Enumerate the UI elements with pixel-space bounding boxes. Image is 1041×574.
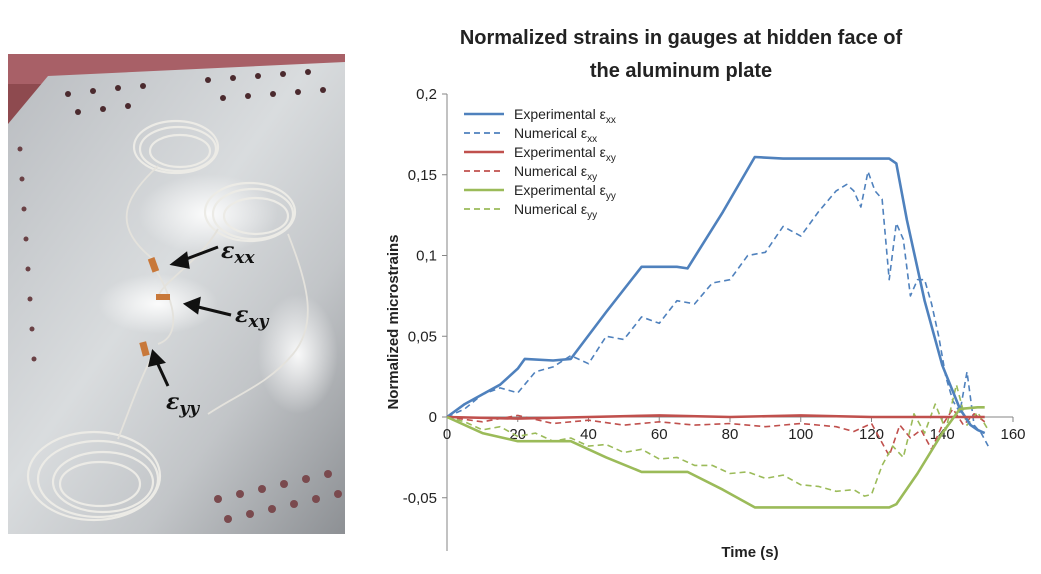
pointer-arrows — [147, 245, 232, 387]
x-tick-label: 40 — [580, 426, 597, 443]
series-line-3 — [446, 408, 986, 457]
wire-coils — [26, 119, 297, 522]
chart-series-layer — [446, 155, 989, 509]
legend-entry: Experimental εxx — [514, 106, 616, 126]
plate-holes-top — [65, 69, 326, 115]
chart-axes: -0,1-0,0500,050,10,150,20204060801001201… — [403, 86, 1026, 574]
y-tick-label: 0,1 — [416, 248, 437, 265]
y-axis-label: Normalized microstrains — [385, 234, 402, 409]
x-tick-label: 120 — [859, 426, 884, 443]
plate-holes-bottom — [214, 470, 342, 523]
legend-entry: Experimental εyy — [514, 182, 616, 202]
y-tick-label: -0,05 — [403, 490, 437, 507]
gauge-markers — [139, 257, 170, 357]
x-tick-label: 0 — [443, 426, 451, 443]
y-tick-label: 0,05 — [408, 328, 437, 345]
series-line-2 — [446, 414, 985, 420]
chart-title-line-2: the aluminum plate — [590, 60, 772, 82]
strain-line-chart: Normalized strains in gauges at hidden f… — [385, 27, 1026, 574]
label-epsilon-xx: εxx — [221, 238, 256, 268]
legend-entry: Numerical εyy — [514, 201, 597, 221]
legend-entry: Experimental εxy — [514, 144, 616, 164]
aluminum-plate-photo-illustration: εxx εxy εyy — [8, 54, 345, 534]
series-line-0 — [446, 155, 986, 435]
y-tick-label: 0,15 — [408, 167, 437, 184]
label-epsilon-yy: εyy — [166, 389, 200, 419]
x-tick-label: 100 — [788, 426, 813, 443]
legend-entry: Numerical εxx — [514, 125, 597, 145]
chart-title-line-1: Normalized strains in gauges at hidden f… — [460, 27, 903, 49]
x-tick-label: 160 — [1000, 426, 1025, 443]
wires — [117, 165, 309, 440]
legend-entry: Numerical εxy — [514, 163, 597, 183]
strain-gauge-photo: εxx εxy εyy — [8, 54, 345, 534]
series-line-4 — [446, 405, 985, 509]
y-tick-label: 0 — [429, 409, 437, 426]
x-tick-label: 60 — [651, 426, 668, 443]
x-tick-label: 80 — [722, 426, 739, 443]
x-tick-label: 20 — [509, 426, 526, 443]
series-line-1 — [446, 170, 989, 447]
y-tick-label: 0,2 — [416, 86, 437, 103]
plate-holes-left — [17, 146, 37, 362]
strain-chart: Normalized strains in gauges at hidden f… — [368, 4, 1041, 574]
label-epsilon-xy: εxy — [235, 302, 270, 332]
x-axis-label: Time (s) — [721, 544, 778, 561]
